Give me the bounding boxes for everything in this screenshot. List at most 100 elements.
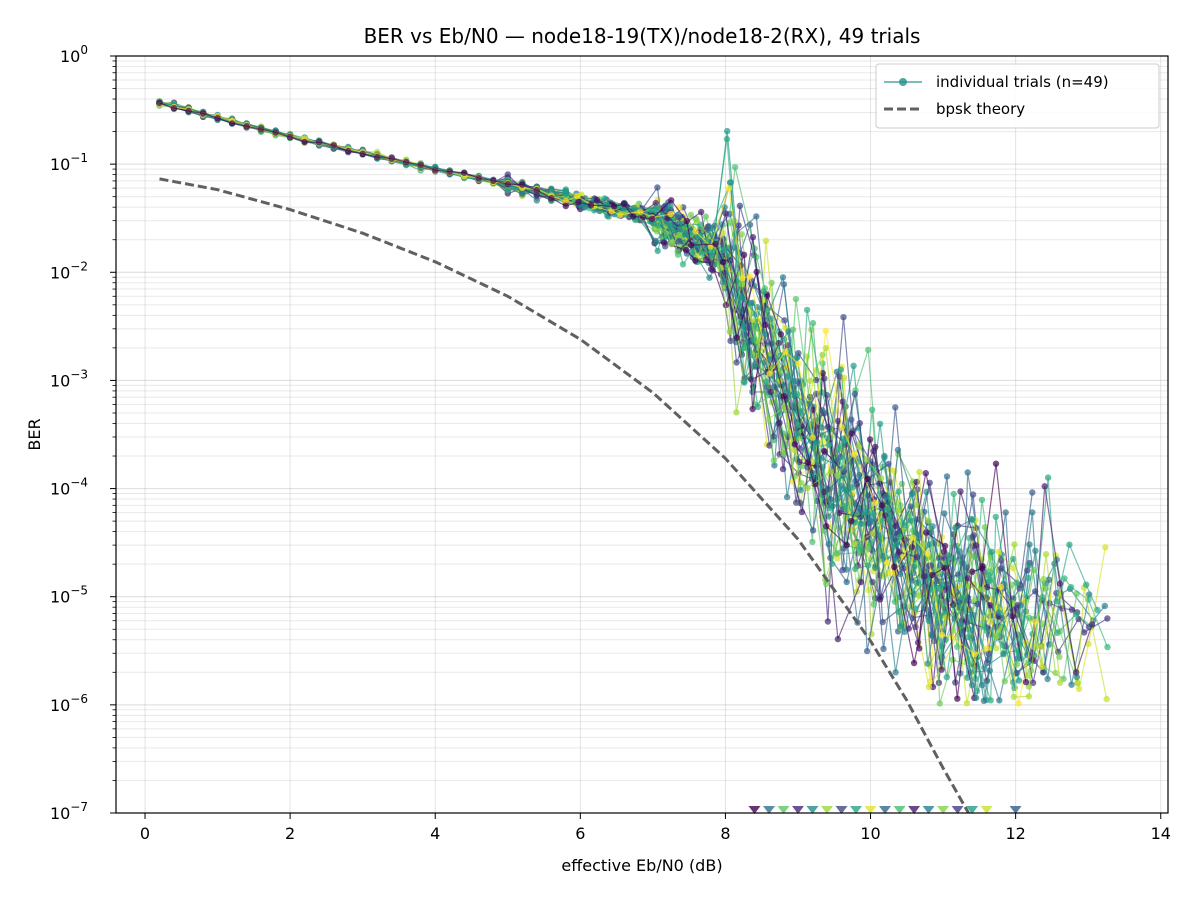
trial-point xyxy=(1068,681,1075,688)
trial-point xyxy=(687,241,695,249)
trial-point xyxy=(896,548,903,556)
trial-point xyxy=(879,502,886,509)
trial-point xyxy=(913,553,921,561)
trial-point xyxy=(792,378,799,385)
trial-point xyxy=(938,666,945,673)
trial-point xyxy=(776,409,783,416)
trial-point xyxy=(751,360,759,368)
legend: individual trials (n=49) bpsk theory xyxy=(875,63,1160,129)
trial-point xyxy=(925,517,932,524)
trial-point xyxy=(562,198,569,205)
trial-point xyxy=(897,623,904,630)
trial-point xyxy=(825,441,833,448)
trial-point xyxy=(648,215,656,222)
trial-point xyxy=(912,605,919,612)
x-tick-label: 4 xyxy=(430,824,440,843)
x-tick-label: 6 xyxy=(575,824,585,843)
trial-point xyxy=(1015,700,1022,707)
trial-point xyxy=(971,651,978,658)
bpsk-theory-line xyxy=(159,177,970,813)
trial-point xyxy=(739,295,746,302)
trial-point xyxy=(403,158,410,166)
trial-point xyxy=(809,538,816,546)
trial-point xyxy=(740,251,748,258)
trial-point xyxy=(876,420,884,428)
trial-point xyxy=(1067,583,1075,591)
trial-point xyxy=(794,391,801,398)
trial-point xyxy=(677,225,684,232)
trial-point xyxy=(892,669,899,676)
trial-point xyxy=(1073,669,1080,676)
trial-point xyxy=(882,493,890,500)
trial-point xyxy=(783,493,791,501)
trial-point xyxy=(417,161,424,169)
trial-point xyxy=(1022,678,1030,686)
trial-point xyxy=(823,580,830,588)
trial-point xyxy=(956,548,963,555)
trial-point xyxy=(156,99,163,107)
x-tick-label: 10 xyxy=(860,824,880,843)
trial-point xyxy=(698,208,705,216)
trial-point xyxy=(562,202,569,210)
trial-point xyxy=(863,456,870,463)
trial-point xyxy=(925,683,933,690)
trial-point xyxy=(1010,693,1018,701)
trial-point xyxy=(753,213,760,220)
trial-point xyxy=(703,237,710,244)
trial-point xyxy=(693,217,701,224)
trial-point xyxy=(575,198,582,206)
trial-point xyxy=(653,204,661,212)
trial-point xyxy=(1104,615,1111,622)
trial-point xyxy=(827,468,835,475)
trial-point xyxy=(923,529,930,536)
trial-point xyxy=(475,175,482,182)
trial-point xyxy=(851,390,859,398)
trial-point xyxy=(818,389,826,396)
trial-point xyxy=(687,211,695,218)
trial-point xyxy=(725,185,732,192)
trial-point xyxy=(929,571,936,579)
trial-point xyxy=(814,439,821,446)
trial-point xyxy=(852,565,859,573)
trial-point xyxy=(809,434,816,441)
trial-point xyxy=(915,531,922,539)
trial-point xyxy=(719,279,726,286)
trial-point xyxy=(965,633,972,641)
trial-point xyxy=(894,507,901,514)
trial-point xyxy=(330,142,337,149)
trial-point xyxy=(826,434,833,441)
trial-point xyxy=(987,576,994,584)
trial-point xyxy=(938,631,946,639)
trial-point xyxy=(879,618,886,626)
trial-point xyxy=(620,200,627,208)
trial-point xyxy=(824,618,832,625)
trial-point xyxy=(850,451,858,458)
trial-point xyxy=(682,246,690,254)
trial-point xyxy=(953,643,961,651)
trial-point xyxy=(243,123,250,130)
trial-point xyxy=(792,295,800,303)
zero-error-marker xyxy=(1009,806,1022,814)
trial-point xyxy=(652,238,660,246)
trial-point xyxy=(841,502,848,510)
trial-point xyxy=(667,210,674,218)
trial-point xyxy=(848,430,855,437)
trial-point xyxy=(706,274,713,281)
trial-point xyxy=(272,129,279,136)
trial-point xyxy=(877,474,885,482)
trial-point xyxy=(804,459,811,466)
trial-point xyxy=(762,237,770,244)
trial-point xyxy=(741,379,748,386)
trial-point xyxy=(791,441,798,448)
trial-series xyxy=(156,99,1030,702)
trial-point xyxy=(1056,580,1064,587)
trial-point xyxy=(1029,489,1036,496)
trial-point xyxy=(286,133,294,140)
trial-point xyxy=(795,422,802,429)
trial-point xyxy=(834,555,841,562)
trial-point xyxy=(949,656,956,663)
trial-point xyxy=(925,617,933,625)
trial-point xyxy=(573,193,581,200)
trial-point xyxy=(870,510,877,518)
trial-point xyxy=(1054,629,1061,636)
